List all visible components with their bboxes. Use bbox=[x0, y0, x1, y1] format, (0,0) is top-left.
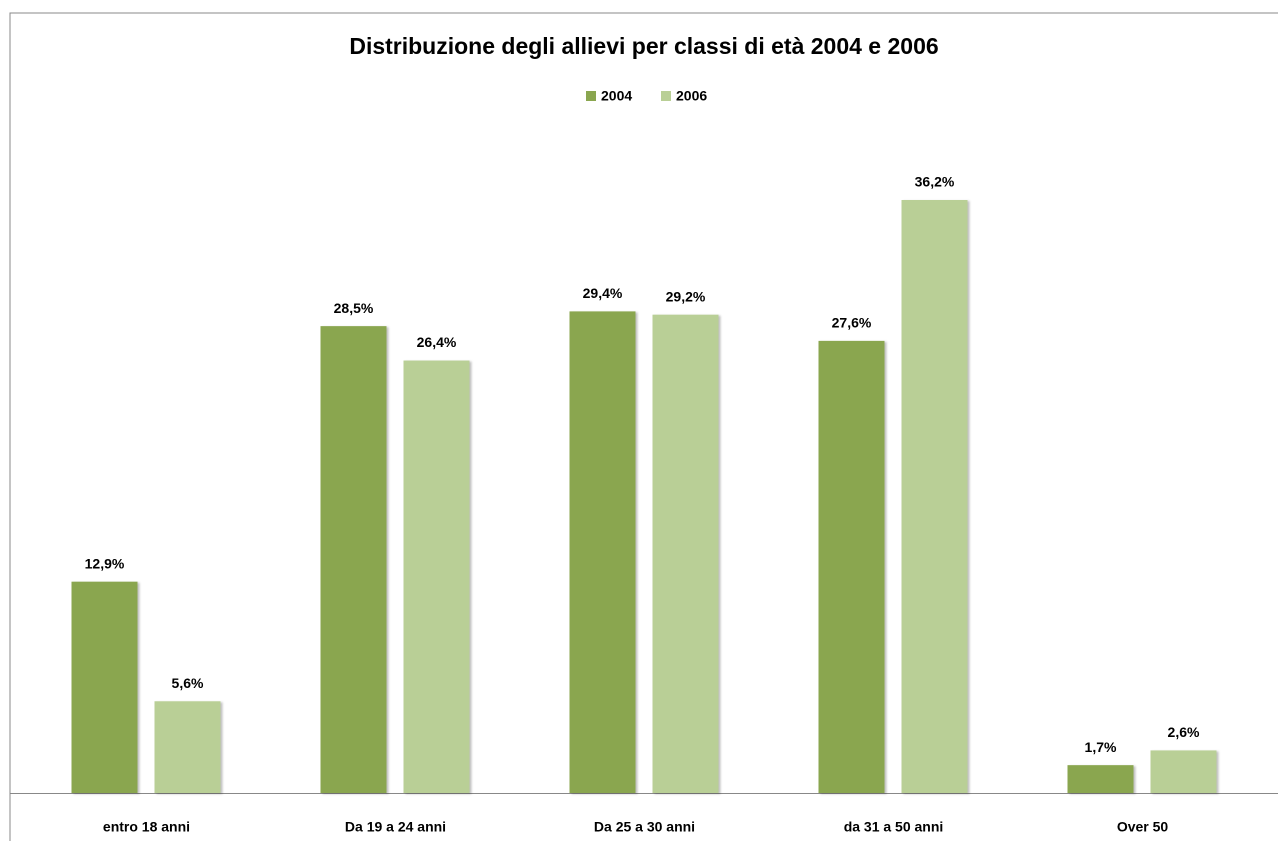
chart-title: Distribuzione degli allievi per classi d… bbox=[349, 33, 938, 59]
bar bbox=[901, 200, 968, 793]
x-tick-label: entro 18 anni bbox=[103, 819, 190, 835]
data-label: 1,7% bbox=[1085, 739, 1117, 755]
legend-swatch bbox=[586, 91, 596, 101]
chart-frame bbox=[9, 12, 1278, 841]
data-label: 12,9% bbox=[85, 555, 125, 571]
bar bbox=[320, 326, 387, 793]
data-label: 36,2% bbox=[915, 174, 955, 190]
bar bbox=[818, 340, 885, 793]
data-label: 27,6% bbox=[832, 315, 872, 331]
legend-swatch bbox=[661, 91, 671, 101]
bar bbox=[652, 314, 719, 793]
x-tick-label: Da 25 a 30 anni bbox=[594, 819, 695, 835]
bar bbox=[154, 701, 221, 793]
bar bbox=[1150, 750, 1217, 793]
x-tick-label: Da 19 a 24 anni bbox=[345, 819, 446, 835]
bar bbox=[71, 581, 138, 793]
data-label: 5,6% bbox=[172, 675, 204, 691]
data-label: 26,4% bbox=[417, 334, 457, 350]
bar bbox=[569, 311, 636, 793]
bar bbox=[403, 360, 470, 793]
data-label: 2,6% bbox=[1168, 724, 1200, 740]
legend-label: 2006 bbox=[676, 88, 707, 104]
x-tick-label: da 31 a 50 anni bbox=[844, 819, 944, 835]
data-label: 29,2% bbox=[666, 288, 706, 304]
data-label: 29,4% bbox=[583, 285, 623, 301]
legend-label: 2004 bbox=[601, 88, 632, 104]
bar bbox=[1067, 765, 1134, 793]
x-tick-label: Over 50 bbox=[1117, 819, 1169, 835]
data-label: 28,5% bbox=[334, 300, 374, 316]
